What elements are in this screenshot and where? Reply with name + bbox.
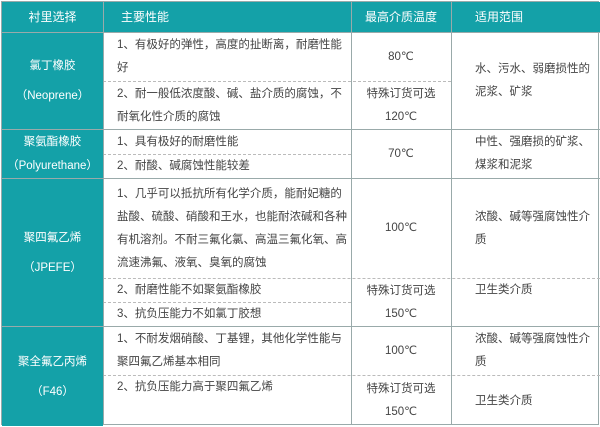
lining-code: （Neoprene） xyxy=(15,90,90,102)
lining-name: 聚全氟乙丙烯 xyxy=(18,355,87,368)
lining-code: （Polyurethane） xyxy=(7,160,98,172)
scope: 水、污水、弱磨损性的泥浆、矿浆 xyxy=(475,63,590,98)
scope: 浓酸、碱等强腐蚀性介质 xyxy=(475,333,590,368)
lining-polyurethane: 聚氨酯橡胶 （Polyurethane） xyxy=(2,130,103,178)
scope: 中性、强磨损的矿浆、煤浆和泥浆 xyxy=(475,136,590,171)
scope: 卫生类介质 xyxy=(475,394,533,407)
property: 1、具有极好的耐磨性能 xyxy=(117,135,239,148)
temp: 80℃ xyxy=(388,50,414,63)
scope: 卫生类介质 xyxy=(475,284,533,296)
property: 1、不耐发烟硝酸、丁基锂，其他化学性能与聚四氟乙烯基本相同 xyxy=(117,333,342,368)
lining-jpefe: 聚四氟乙烯 （JPEFE） xyxy=(2,179,103,326)
lining-neoprene: 氯丁橡胶 （Neoprene） xyxy=(2,33,103,129)
scope: 浓酸、碱等强腐蚀性介质 xyxy=(475,210,590,246)
property: 2、耐一般低浓度酸、碱、盐介质的腐蚀，不耐氧化性介质的腐蚀 xyxy=(117,87,342,123)
lining-code: （JPEFE） xyxy=(23,261,82,274)
temp-note: 特殊订货可选 xyxy=(366,284,436,297)
lining-name: 聚氨酯橡胶 xyxy=(23,136,82,148)
lining-name: 氯丁橡胶 xyxy=(29,60,76,72)
temp-value: 150℃ xyxy=(384,406,418,418)
temp-value: 150℃ xyxy=(384,307,418,320)
property: 2、耐酸、碱腐蚀性能较差 xyxy=(117,160,250,172)
header-scope: 适用范围 xyxy=(451,2,600,32)
temp-special: 特殊订货可选 120℃ xyxy=(351,82,451,129)
header-properties: 主要性能 xyxy=(103,2,351,32)
lining-name: 聚四氟乙烯 xyxy=(23,231,82,244)
lining-f46: 聚全氟乙丙烯 （F46） xyxy=(2,327,103,426)
header-max-temp: 最高介质温度 xyxy=(351,2,451,32)
temp-value: 120℃ xyxy=(384,110,418,123)
property: 2、耐磨性能不如聚氨酯橡胶 xyxy=(117,284,262,296)
property: 3、抗负压能力不如氯丁胶想 xyxy=(117,308,262,320)
header-lining: 衬里选择 xyxy=(2,2,103,32)
property: 2、抗负压能力高于聚四氟乙烯 xyxy=(117,381,273,393)
temp: 100℃ xyxy=(384,222,418,234)
temp-note: 特殊订货可选 xyxy=(366,87,436,100)
property: 1、有极好的弹性，高度的扯断离，耐磨性能好 xyxy=(117,39,342,74)
temp-special: 特殊订货可选 150℃ xyxy=(351,376,451,426)
temp-special: 特殊订货可选 150℃ xyxy=(351,279,451,326)
lining-code: （F46） xyxy=(31,385,74,398)
temp: 100℃ xyxy=(384,344,418,357)
temp-note: 特殊订货可选 xyxy=(366,383,436,395)
temp: 70℃ xyxy=(388,147,414,160)
property: 1、几乎可以抵抗所有化学介质，能耐妃糖的盐酸、硫酸、硝酸和王水，也能耐浓碱和各种… xyxy=(117,187,347,269)
